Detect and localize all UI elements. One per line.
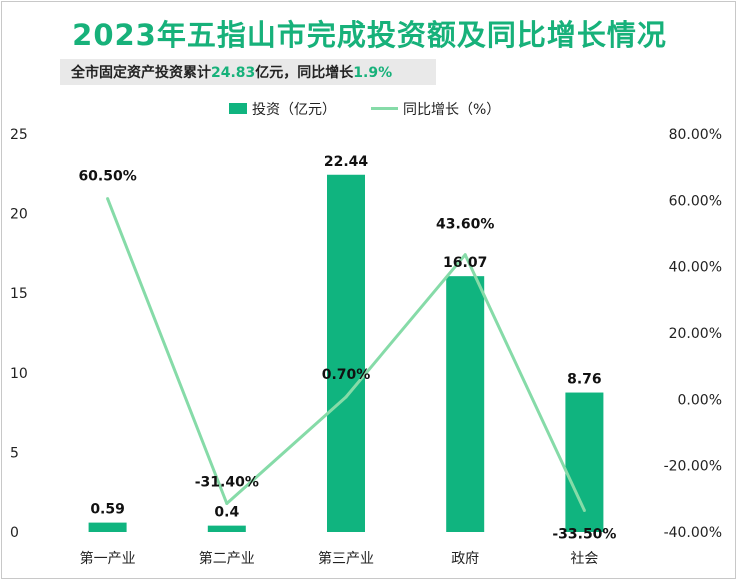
line-value-label: 0.70%: [322, 367, 371, 383]
chart-subtitle: 全市固定资产投资累计24.83亿元，同比增长1.9%: [71, 62, 392, 82]
category-label: 第二产业: [199, 550, 255, 567]
subtitle-background: [60, 59, 436, 85]
bar-value-label: 8.76: [567, 372, 602, 388]
right-tick-label: -40.00%: [664, 525, 722, 541]
left-tick-label: 15: [10, 286, 28, 302]
bar-value-label: 0.4: [214, 505, 239, 521]
subtitle-prefix: 全市固定资产投资累计: [71, 65, 211, 81]
left-tick-label: 0: [10, 525, 19, 541]
right-tick-label: 20.00%: [669, 326, 722, 342]
legend-bar-label: 投资（亿元）: [252, 102, 336, 118]
bar: [446, 276, 485, 532]
right-tick-label: 0.00%: [678, 392, 722, 408]
category-label: 第一产业: [80, 550, 136, 567]
chart-title: 2023年五指山市完成投资额及同比增长情况: [72, 18, 667, 52]
left-tick-label: 25: [10, 127, 28, 143]
line-value-label: 43.60%: [436, 217, 494, 233]
bar-value-label: 22.44: [324, 154, 369, 170]
line-value-label: 60.50%: [78, 169, 136, 185]
right-tick-label: 40.00%: [669, 260, 722, 276]
right-tick-label: -20.00%: [664, 459, 722, 475]
legend-line-label: 同比增长（%）: [403, 102, 500, 118]
bar: [88, 522, 127, 532]
bar-value-labels: 0.59 0.4 22.44 16.07 8.76: [90, 154, 601, 521]
line-value-label: -33.50%: [552, 526, 616, 542]
right-axis: -40.00% -20.00% 0.00% 20.00% 40.00% 60.00% 80.…: [664, 127, 722, 541]
line-point: [582, 508, 586, 512]
category-label: 第三产业: [318, 550, 374, 567]
line-point: [106, 197, 110, 201]
right-tick-label: 60.00%: [669, 193, 722, 209]
left-tick-label: 5: [10, 445, 19, 461]
subtitle-growth-value: 1.9%: [353, 65, 393, 81]
line-point: [463, 253, 467, 257]
legend-bar-swatch: [229, 103, 247, 114]
category-axis: 第一产业 第二产业 第三产业 政府 社会: [80, 550, 599, 567]
bar-value-label: 16.07: [443, 255, 487, 271]
line-point: [225, 501, 229, 505]
line-value-label: -31.40%: [195, 474, 259, 490]
left-tick-label: 20: [10, 207, 28, 223]
line-value-labels: 60.50% -31.40% 0.70% 43.60% -33.50%: [78, 169, 616, 543]
line-point: [344, 395, 348, 399]
subtitle-middle: 亿元，同比增长: [255, 65, 354, 81]
bar-series: [88, 174, 604, 533]
category-label: 政府: [451, 551, 479, 567]
legend: 投资（亿元） 同比增长（%）: [229, 102, 500, 118]
right-tick-label: 80.00%: [669, 127, 722, 143]
left-tick-label: 10: [10, 366, 28, 382]
line-series: [106, 197, 586, 512]
left-axis: 0 5 10 15 20 25: [10, 127, 28, 541]
bar-value-label: 0.59: [90, 502, 125, 518]
bar: [207, 525, 246, 532]
bar: [327, 174, 365, 533]
subtitle-total-value: 24.83: [211, 65, 256, 81]
category-label: 社会: [570, 551, 598, 567]
